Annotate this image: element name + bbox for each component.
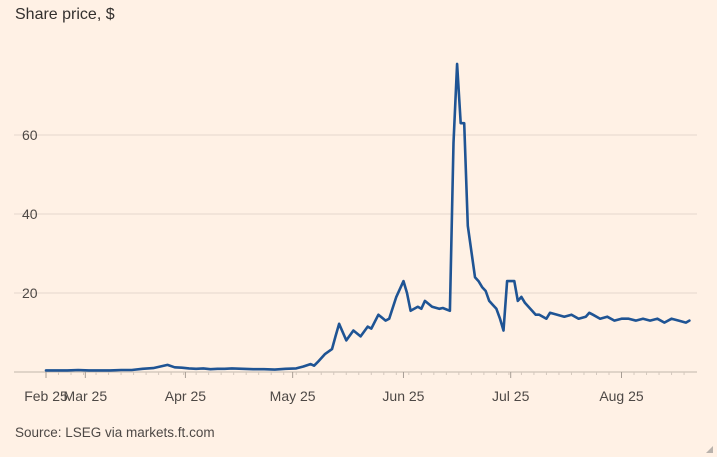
- x-tick-label: Feb 25: [24, 388, 68, 404]
- y-tick-label: 20: [22, 285, 38, 301]
- series-group: [44, 62, 691, 372]
- x-tick-label: Aug 25: [599, 388, 644, 404]
- x-tick-label: Jul 25: [492, 388, 530, 404]
- x-tick-label: May 25: [270, 388, 316, 404]
- gridlines: [14, 134, 697, 294]
- resize-handle-icon: [706, 446, 713, 453]
- x-tick-label: Jun 25: [382, 388, 424, 404]
- x-tick-label: Mar 25: [64, 388, 108, 404]
- chart-title: Share price, $: [15, 6, 115, 23]
- source-note: Source: LSEG via markets.ft.com: [15, 425, 215, 440]
- y-tick-label: 40: [22, 206, 38, 222]
- y-axis-labels: 20 40 60: [22, 127, 38, 301]
- y-tick-label: 60: [22, 127, 38, 143]
- x-tick-label: Apr 25: [165, 388, 206, 404]
- series-line-share-price: [44, 62, 691, 372]
